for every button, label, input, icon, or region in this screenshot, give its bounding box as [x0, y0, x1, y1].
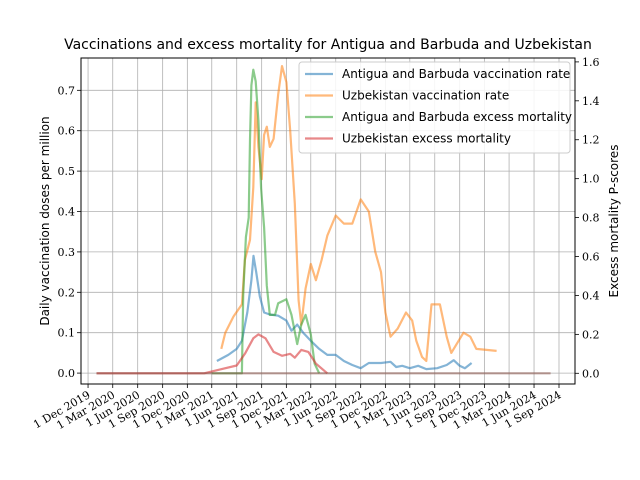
y-axis-label: Daily vaccination doses per million — [38, 116, 52, 325]
y2-tick-label: 0.2 — [582, 328, 600, 341]
y2-tick-label: 1.4 — [582, 95, 600, 108]
y-axis-right: 0.0 0.2 0.4 0.6 0.8 1.0 1.2 1.4 1.6 — [575, 56, 600, 380]
legend-label: Antigua and Barbuda excess mortality — [342, 110, 572, 124]
y-tick-label: 0.2 — [58, 286, 76, 299]
series-line-3 — [96, 333, 329, 375]
y-tick-label: 0.3 — [58, 246, 76, 259]
plot-frame — [80, 57, 576, 385]
series-layer — [96, 64, 551, 375]
y-tick-label: 0.7 — [58, 84, 76, 97]
y2-tick-label: 1.2 — [582, 134, 600, 147]
y2-tick-label: 0.8 — [582, 212, 600, 225]
y2-tick-label: 0.0 — [582, 367, 600, 380]
y-tick-label: 0.4 — [58, 206, 76, 219]
y-tick-label: 0.1 — [58, 327, 76, 340]
y2-tick-label: 0.4 — [582, 289, 600, 302]
series-line-2 — [211, 68, 321, 375]
chart-title: Vaccinations and excess mortality for An… — [64, 37, 592, 53]
y2-tick-label: 1.6 — [582, 56, 600, 69]
legend-label: Uzbekistan excess mortality — [342, 132, 511, 146]
y2-axis-label: Excess mortality P-scores — [607, 145, 621, 298]
y-axis-left: 0.0 0.1 0.2 0.3 0.4 0.5 0.6 0.7 — [58, 84, 81, 380]
legend: Antigua and Barbuda vaccination rate Uzbe… — [298, 61, 572, 154]
legend-label: Antigua and Barbuda vaccination rate — [342, 67, 570, 81]
y2-tick-label: 1.0 — [582, 173, 600, 186]
y-tick-label: 0.0 — [58, 367, 76, 380]
legend-label: Uzbekistan vaccination rate — [342, 89, 509, 103]
series-line-0 — [216, 254, 473, 371]
legend-box — [298, 61, 571, 154]
y2-tick-label: 0.6 — [582, 251, 600, 264]
y-tick-label: 0.5 — [58, 165, 76, 178]
y-tick-label: 0.6 — [58, 125, 76, 138]
